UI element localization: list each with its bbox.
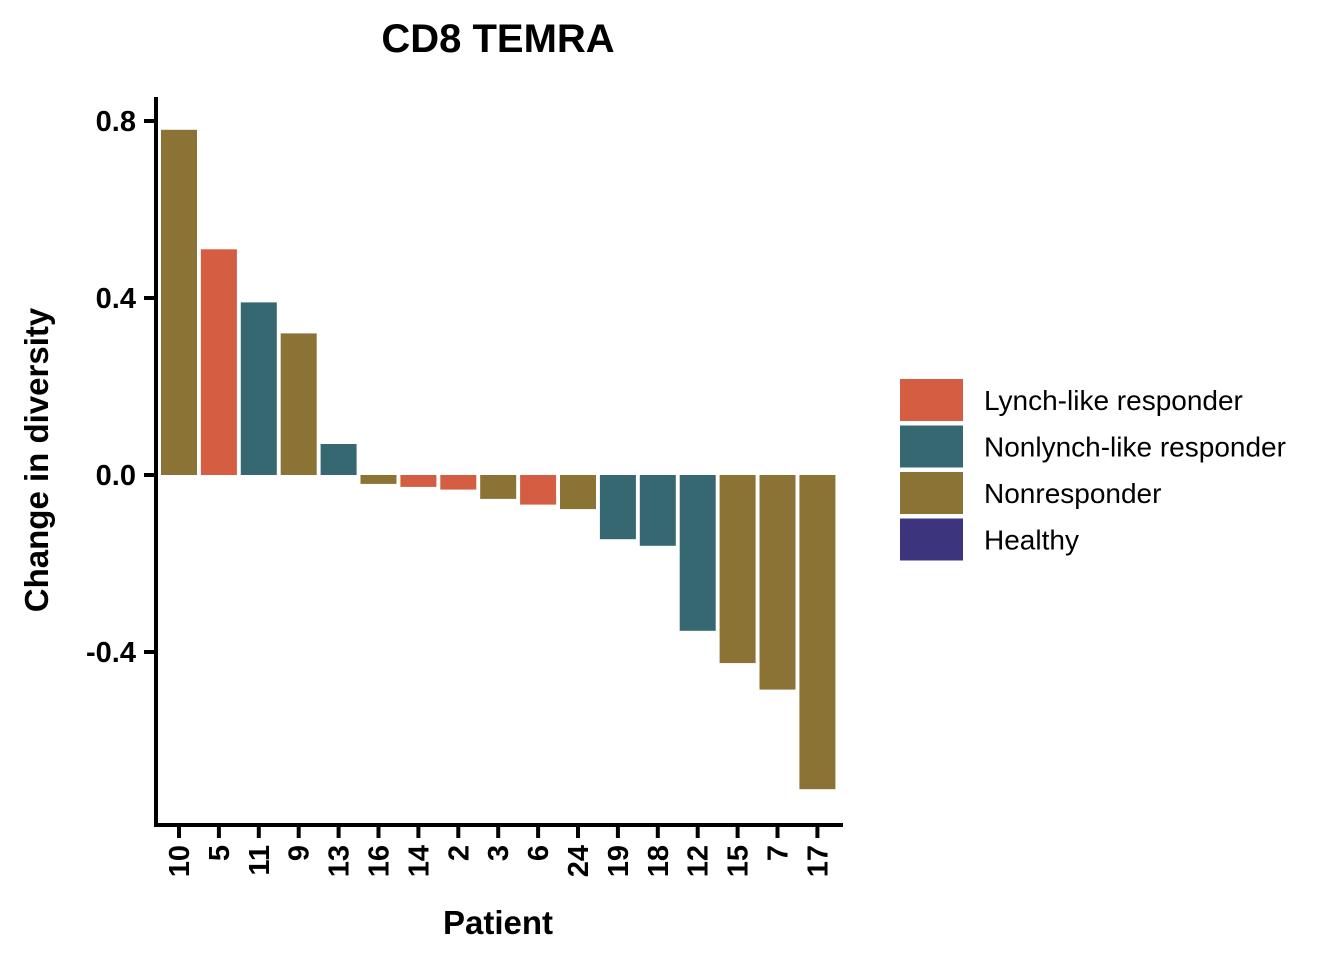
bar-patient-18 <box>639 475 676 546</box>
bar-patient-12 <box>679 475 716 631</box>
bar-patient-7 <box>759 475 796 690</box>
bar-patient-16 <box>360 475 397 484</box>
axes-layer: 0.8 0.4 0.0 -0.4 10 5 11 9 13 16 14 2 3 6 24 19 18 12 15 7 1… <box>86 97 843 877</box>
legend-label: Nonlynch-like responder <box>984 432 1286 463</box>
legend-label: Lynch-like responder <box>984 385 1243 416</box>
y-tick-label: 0.8 <box>96 106 136 138</box>
x-tick-label-19: 19 <box>603 845 635 877</box>
bar-patient-3 <box>480 475 517 499</box>
y-tick-label: -0.4 <box>86 637 136 669</box>
x-tick-label-18: 18 <box>643 845 675 877</box>
bar-patient-6 <box>520 475 557 505</box>
x-tick-label-10: 10 <box>164 845 196 877</box>
x-tick-label-17: 17 <box>802 845 834 877</box>
legend: Lynch-like responder Nonlynch-like respon… <box>900 379 1286 561</box>
y-axis-title: Change in diversity <box>18 307 55 612</box>
y-tick-label: 0.4 <box>96 283 136 315</box>
x-tick-label-15: 15 <box>723 845 755 877</box>
bar-patient-15 <box>719 475 756 664</box>
x-tick-label-12: 12 <box>683 845 715 877</box>
legend-key <box>900 472 963 514</box>
x-tick-label-3: 3 <box>483 845 515 861</box>
x-tick-label-6: 6 <box>523 845 555 861</box>
x-tick-label-5: 5 <box>204 845 236 861</box>
bar-patient-11 <box>240 302 277 475</box>
x-tick-label-11: 11 <box>244 845 276 876</box>
bar-patient-19 <box>599 475 636 540</box>
x-tick-label-9: 9 <box>284 845 316 861</box>
y-tick-label: 0.0 <box>96 460 136 492</box>
x-axis-title: Patient <box>443 904 553 941</box>
x-tick-label-7: 7 <box>763 845 795 861</box>
legend-label: Nonresponder <box>984 478 1161 509</box>
bar-patient-5 <box>200 249 237 475</box>
x-tick-label-16: 16 <box>364 845 396 877</box>
x-tick-label-2: 2 <box>443 845 475 861</box>
legend-label: Healthy <box>984 525 1079 556</box>
chart-title: CD8 TEMRA <box>381 17 614 61</box>
x-tick-label-14: 14 <box>403 845 435 877</box>
bar-patient-9 <box>280 333 317 475</box>
legend-key <box>900 425 963 468</box>
bars-layer <box>161 129 836 790</box>
x-tick-label-13: 13 <box>324 845 356 877</box>
bar-patient-13 <box>320 444 357 475</box>
legend-key <box>900 379 963 421</box>
bar-patient-2 <box>440 475 477 490</box>
bar-patient-17 <box>799 475 836 790</box>
legend-key <box>900 518 963 561</box>
x-tick-label-24: 24 <box>563 845 595 877</box>
bar-patient-24 <box>560 475 596 510</box>
bar-patient-14 <box>400 475 437 487</box>
bar-patient-10 <box>161 129 197 476</box>
